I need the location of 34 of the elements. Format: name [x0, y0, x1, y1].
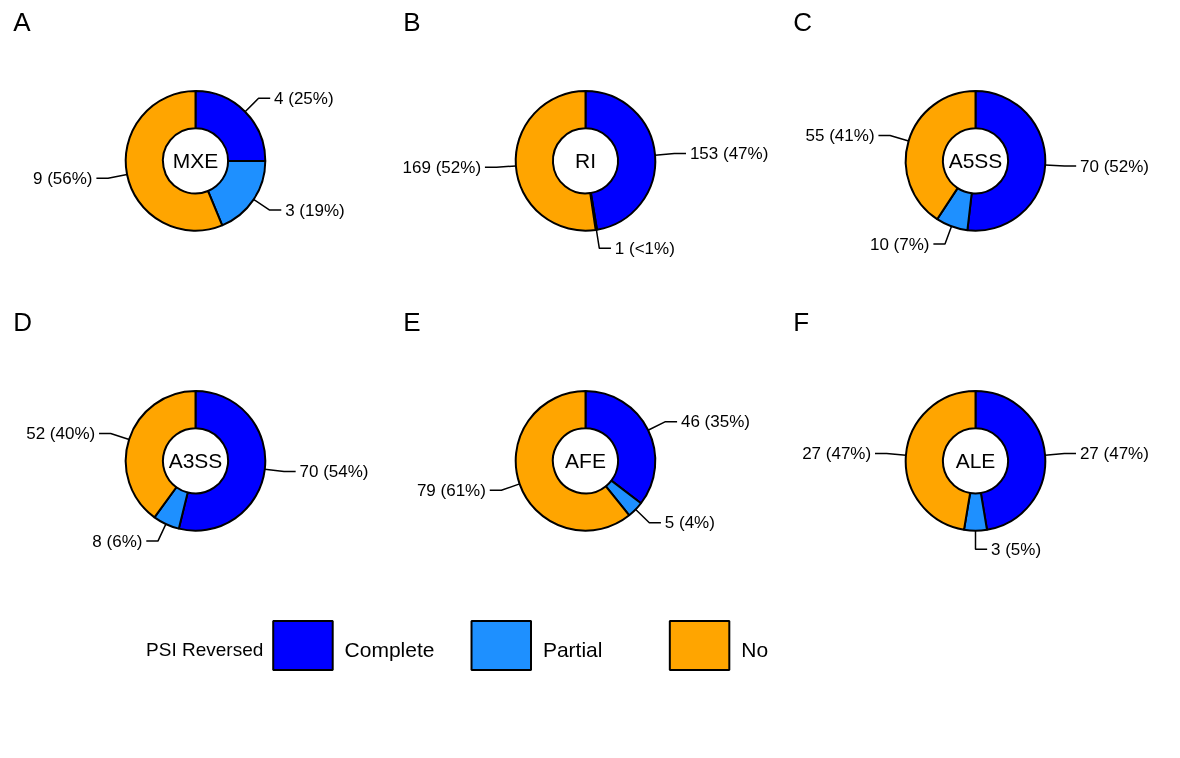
- data-label: 52 (40%): [26, 424, 96, 444]
- legend-label: Partial: [542, 638, 603, 662]
- legend-label: No: [741, 638, 769, 662]
- legend-label: Complete: [344, 638, 435, 662]
- data-label: 79 (61%): [416, 480, 486, 500]
- data-label: 70 (52%): [1080, 156, 1150, 176]
- data-label: 153 (47%): [689, 144, 769, 164]
- text: A: [13, 7, 32, 38]
- data-label: 3 (19%): [285, 200, 345, 220]
- text: RI: [575, 149, 596, 173]
- data-label: 46 (35%): [680, 412, 750, 432]
- data-label: 70 (54%): [299, 462, 369, 482]
- text: C: [793, 7, 813, 38]
- data-label: 4 (25%): [274, 88, 334, 108]
- data-label: 1 (<1%): [614, 238, 675, 258]
- text: MXE: [172, 149, 219, 173]
- text: A5SS: [948, 149, 1003, 173]
- text: E: [403, 307, 421, 338]
- data-label: 169 (52%): [402, 157, 482, 177]
- data-label: 10 (7%): [869, 234, 930, 254]
- text: F: [793, 307, 810, 338]
- data-label: 27 (47%): [1079, 444, 1149, 464]
- legend-title: PSI Reversed: [146, 639, 264, 661]
- data-label: 3 (5%): [991, 539, 1042, 559]
- data-label: 55 (41%): [805, 126, 875, 146]
- data-label: 9 (56%): [32, 168, 93, 188]
- data-label: 27 (47%): [802, 444, 872, 464]
- text: AFE: [565, 449, 606, 473]
- data-label: 8 (6%): [92, 531, 143, 551]
- text: D: [13, 307, 33, 338]
- text: A3SS: [168, 449, 223, 473]
- text: B: [403, 7, 421, 38]
- data-label: 5 (4%): [664, 513, 715, 533]
- text: ALE: [955, 449, 996, 473]
